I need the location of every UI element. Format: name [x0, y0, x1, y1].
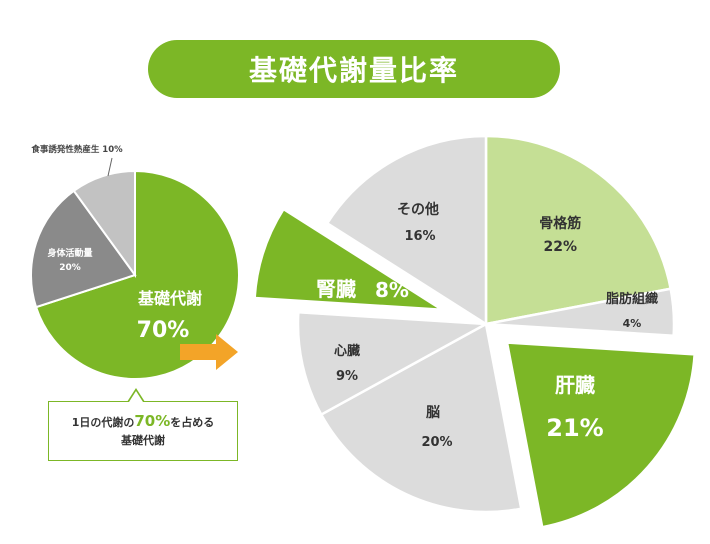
- large-pie-slice: [505, 341, 696, 529]
- large-pie-label: 肝臓: [555, 373, 595, 397]
- large-pie-label: 心臓: [334, 343, 360, 359]
- callout-line2: 基礎代謝: [121, 434, 165, 447]
- callout-tail-inner: [129, 391, 143, 402]
- callout-pct: 70%: [134, 412, 171, 430]
- large-pie-slice: [325, 134, 488, 327]
- large-pie-slice: [485, 287, 676, 338]
- leader-line: [107, 157, 113, 177]
- small-pie-value: 70%: [137, 318, 190, 343]
- large-pie-value: 21%: [546, 414, 603, 442]
- chart-title: 基礎代謝量比率: [248, 54, 459, 87]
- small-pie-slice: [34, 169, 240, 380]
- callout-prefix: 1日の代謝の: [71, 416, 135, 429]
- arrow-right-icon: [180, 334, 238, 370]
- large-pie-label: 骨格筋: [539, 215, 581, 232]
- callout-line1: 1日の代謝の70%を占める: [72, 412, 215, 432]
- large-pie-value: 9%: [336, 369, 358, 384]
- large-pie-label: 脳: [426, 404, 440, 421]
- large-pie-slice: [484, 134, 673, 326]
- small-pie-slice: [30, 189, 137, 309]
- large-pie-slice: [296, 310, 491, 417]
- large-pie-value: 22%: [544, 239, 578, 255]
- large-pie-label: 脂肪組織: [605, 291, 658, 307]
- large-pie-value: 20%: [421, 435, 452, 450]
- small-pie-label: 基礎代謝: [137, 289, 202, 308]
- large-pie-label: 腎臓: [316, 277, 356, 301]
- callout-box: 1日の代謝の70%を占める 基礎代謝: [48, 401, 238, 461]
- small-pie-value: 20%: [59, 263, 81, 273]
- large-pie-value: 4%: [623, 317, 642, 330]
- large-pie-slice: [319, 322, 523, 514]
- large-pie-value: 8%: [375, 278, 409, 302]
- small-pie-slice: [72, 169, 136, 279]
- small-pie-label: 身体活動量: [47, 247, 92, 259]
- chart-title-banner: 基礎代謝量比率: [148, 40, 560, 98]
- large-pie-label: その他: [397, 201, 439, 218]
- large-pie-slice: [253, 207, 443, 312]
- callout-suffix: を占める: [170, 416, 215, 429]
- small-pie-label: 食事誘発性熱産生 10%: [31, 144, 123, 155]
- large-pie-value: 16%: [404, 229, 435, 244]
